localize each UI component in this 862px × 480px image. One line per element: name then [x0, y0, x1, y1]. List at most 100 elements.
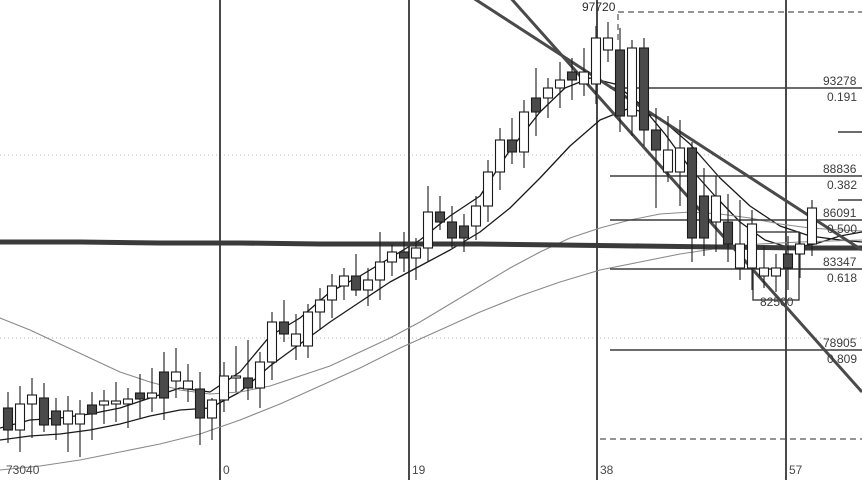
candle	[746, 210, 758, 290]
candle-body	[50, 410, 62, 426]
candle-body	[206, 399, 218, 419]
ma-slow-line	[0, 211, 862, 395]
fib-ratio-label-0.618: 0.618	[827, 271, 858, 285]
candle-body	[782, 253, 794, 269]
fib-ratio-label-0.382: 0.382	[827, 178, 858, 192]
swing-low-price-label: 73040	[6, 463, 40, 477]
candle	[446, 206, 458, 248]
box-low-price-label: 82500	[760, 295, 794, 309]
ma-long-line	[0, 239, 862, 471]
candle	[494, 128, 506, 190]
candle	[74, 400, 86, 457]
fib-ratio-label-0.500: 0.500	[827, 222, 858, 236]
candle	[650, 108, 662, 208]
candle	[698, 168, 710, 256]
fib-price-label-0.809: 78905	[823, 336, 857, 350]
candle-body	[506, 139, 518, 153]
candle-body	[326, 285, 338, 301]
fib-ratio-label-0.191: 0.191	[827, 90, 858, 104]
candle-body	[350, 275, 362, 291]
candle-body	[686, 147, 698, 239]
candle-body	[698, 195, 710, 239]
candle-body	[650, 129, 662, 151]
candle	[266, 312, 278, 380]
candle-body	[134, 392, 146, 400]
candle-body	[494, 139, 506, 173]
candle-body	[86, 404, 98, 415]
candle-body	[434, 211, 446, 223]
candle-body	[242, 377, 254, 389]
candle	[638, 38, 650, 146]
candle	[62, 396, 74, 452]
candle-body	[578, 71, 590, 85]
candle	[410, 238, 422, 280]
candle	[542, 78, 554, 118]
candle	[206, 398, 218, 440]
candle	[254, 352, 266, 408]
candle	[386, 244, 398, 276]
candle-body	[386, 251, 398, 263]
candle	[470, 196, 482, 240]
candle-body	[446, 221, 458, 239]
candle-body	[458, 225, 470, 239]
candle	[770, 254, 782, 292]
candle-body	[362, 279, 374, 291]
candle	[734, 200, 746, 280]
candle-body	[530, 97, 542, 113]
candle-body	[422, 211, 434, 249]
candle	[146, 368, 158, 412]
fibonacci-retracement-lines	[610, 87, 862, 351]
candle	[194, 372, 206, 445]
candle-body	[482, 171, 494, 207]
x-axis-tick-label-38: 38	[600, 463, 614, 477]
candle	[482, 160, 494, 222]
candle-body	[74, 413, 86, 425]
candle-body	[674, 147, 686, 173]
candle	[422, 186, 434, 262]
candle	[530, 68, 542, 136]
swing-high-price-label: 97720	[582, 0, 616, 14]
candle	[278, 300, 290, 342]
candle	[554, 62, 566, 108]
candle-body	[590, 37, 602, 85]
candle-body	[338, 275, 350, 287]
candle-body	[266, 321, 278, 363]
moving-average-lines	[0, 77, 862, 471]
candle-body	[290, 333, 302, 347]
candle	[26, 378, 38, 438]
candle-body	[314, 299, 326, 313]
candle	[662, 116, 674, 182]
candle	[710, 176, 722, 252]
candle-body	[638, 47, 650, 131]
candle-body	[374, 261, 386, 281]
candle	[722, 194, 734, 262]
x-axis-tick-label-0: 0	[223, 463, 230, 477]
candle	[614, 28, 626, 132]
fib-price-label-0.191: 93278	[823, 74, 857, 88]
candle-body	[158, 371, 170, 399]
candle-body	[170, 371, 182, 382]
candle	[218, 362, 230, 412]
dashed-boundary-lines	[600, 11, 862, 440]
candlestick-series	[2, 22, 818, 457]
candle-body	[254, 361, 266, 389]
candle	[86, 392, 98, 440]
candle	[350, 254, 362, 296]
candle-body	[518, 111, 530, 153]
candle-body	[470, 205, 482, 227]
candle	[14, 386, 26, 452]
candle-body	[542, 87, 554, 99]
candle-body	[302, 311, 314, 347]
candle-body	[662, 149, 674, 173]
candle-body	[626, 47, 638, 117]
candle	[134, 374, 146, 418]
candle	[626, 40, 638, 136]
candle-body	[182, 380, 194, 390]
candle	[38, 383, 50, 432]
fib-ratio-label-0.809: 0.809	[827, 352, 858, 366]
candle-body	[122, 398, 134, 405]
candle	[326, 274, 338, 318]
candle-body	[14, 403, 26, 431]
